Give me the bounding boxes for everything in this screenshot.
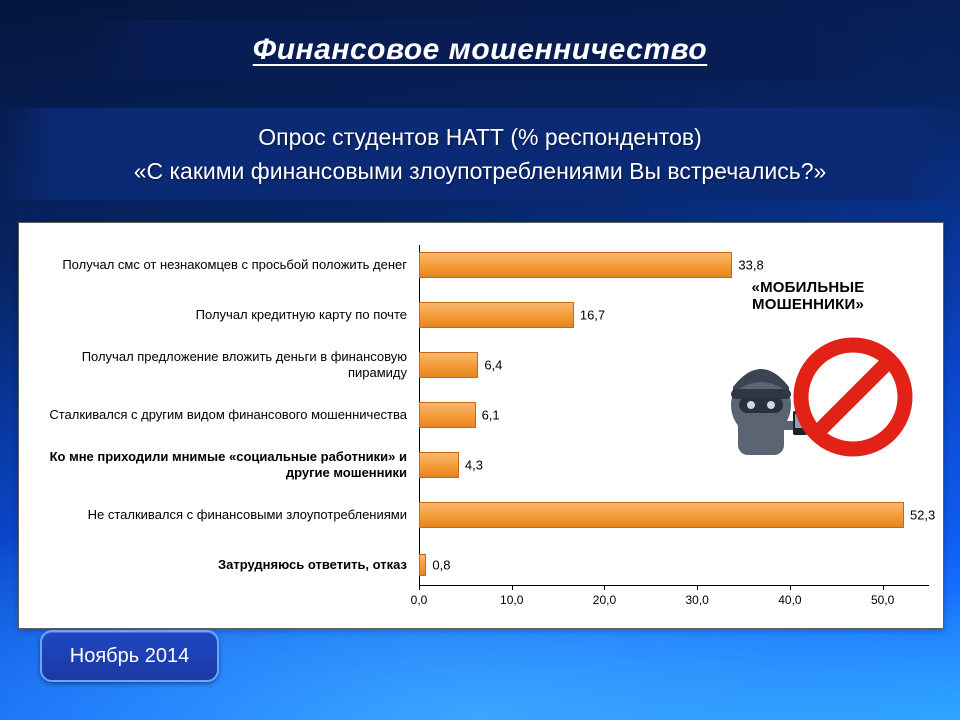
x-axis-tick-label: 10,0: [500, 593, 523, 607]
x-axis-tick: [697, 585, 698, 590]
subtitle-band: Опрос студентов НАТТ (% респондентов) «С…: [0, 108, 960, 200]
row-label: Сталкивался с другим видом финансового м…: [27, 407, 407, 423]
bar-value-label: 52,3: [910, 508, 935, 523]
x-axis-tick-label: 0,0: [411, 593, 428, 607]
chart-bar: [419, 452, 459, 478]
date-label: Ноябрь 2014: [70, 645, 189, 668]
bar-value-label: 6,4: [484, 358, 502, 373]
chart-bar: [419, 302, 574, 328]
date-pill: Ноябрь 2014: [40, 630, 219, 682]
row-label: Не сталкивался с финансовыми злоупотребл…: [27, 507, 407, 523]
bar-value-label: 0,8: [432, 558, 450, 573]
chart-bar: [419, 554, 426, 576]
bar-value-label: 6,1: [482, 408, 500, 423]
chart-inner: 0,0 10,0 20,0 30,0 40,0 50,0 33,8 16,7 6,4 6,1 4,…: [19, 223, 943, 628]
row-label: Получал кредитную карту по почте: [27, 307, 407, 323]
subtitle-line1: Опрос студентов НАТТ (% респондентов): [258, 124, 701, 150]
mobile-scammer-icon: [703, 319, 913, 459]
subtitle-text: Опрос студентов НАТТ (% респондентов) «С…: [74, 120, 887, 189]
row-label: Получал предложение вложить деньги в фин…: [27, 349, 407, 382]
bar-value-label: 16,7: [580, 308, 605, 323]
row-label: Получал смс от незнакомцев с просьбой по…: [27, 257, 407, 273]
x-axis-tick: [512, 585, 513, 590]
illustration: «МОБИЛЬНЫЕ МОШЕННИКИ»: [703, 279, 913, 439]
subtitle-line2: «С какими финансовыми злоупотреблениями …: [134, 158, 827, 184]
chart-bar: [419, 402, 476, 428]
row-label: Ко мне приходили мнимые «социальные рабо…: [27, 449, 407, 482]
x-axis-tick: [883, 585, 884, 590]
row-label: Затрудняюсь ответить, отказ: [27, 557, 407, 573]
x-axis-tick: [419, 585, 420, 590]
page-title: Финансовое мошенничество: [253, 33, 707, 67]
title-band: Финансовое мошенничество: [90, 20, 870, 80]
bar-value-label: 33,8: [738, 258, 763, 273]
x-axis-tick: [790, 585, 791, 590]
illustration-caption: «МОБИЛЬНЫЕ МОШЕННИКИ»: [703, 279, 913, 313]
x-axis-tick: [604, 585, 605, 590]
chart-panel: 0,0 10,0 20,0 30,0 40,0 50,0 33,8 16,7 6,4 6,1 4,…: [18, 222, 944, 629]
x-axis-tick-label: 20,0: [593, 593, 616, 607]
x-axis-tick-label: 40,0: [778, 593, 801, 607]
chart-bar: [419, 352, 478, 378]
x-axis-tick-label: 30,0: [685, 593, 708, 607]
chart-bar: [419, 502, 904, 528]
chart-bar: [419, 252, 732, 278]
x-axis-line: [419, 585, 929, 586]
x-axis-tick-label: 50,0: [871, 593, 894, 607]
bar-value-label: 4,3: [465, 458, 483, 473]
